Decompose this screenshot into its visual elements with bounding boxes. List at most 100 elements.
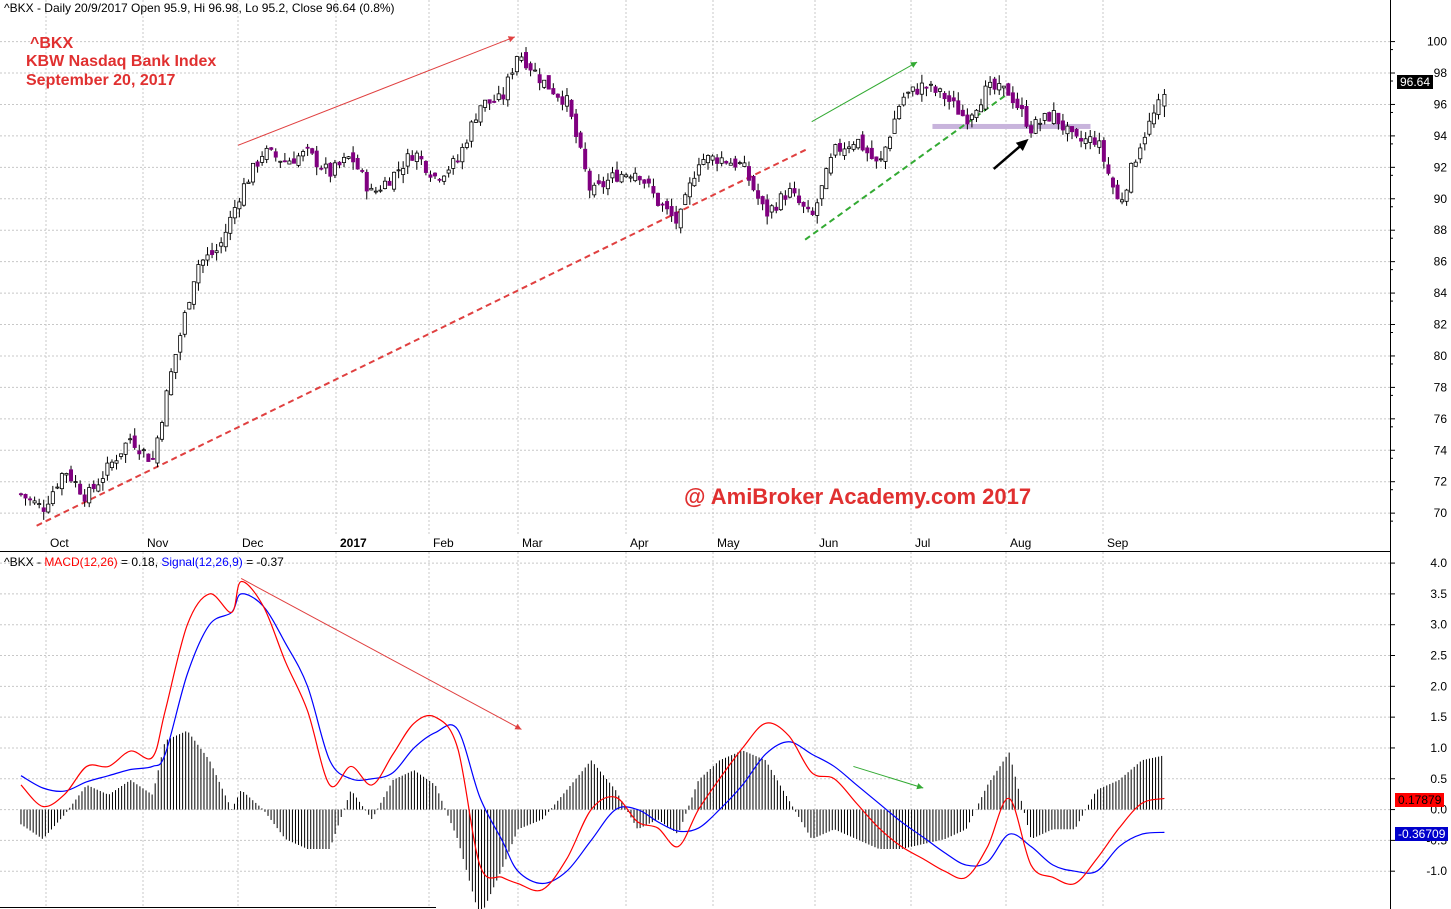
candle-bull bbox=[928, 83, 933, 86]
price-y-tick-label: 72 bbox=[1434, 475, 1448, 489]
trendline-arrowhead bbox=[507, 36, 515, 43]
candle-bull bbox=[414, 152, 419, 162]
candle-bear bbox=[669, 206, 674, 217]
candle-bull bbox=[988, 81, 993, 88]
candle-bear bbox=[291, 158, 296, 164]
candle-bear bbox=[351, 152, 356, 163]
candle-bear bbox=[537, 74, 542, 84]
macd-y-tick-label: -1.0 bbox=[1426, 864, 1447, 878]
pane-separator-top bbox=[0, 551, 1390, 552]
candle-bull bbox=[251, 162, 256, 183]
candle-bear bbox=[337, 161, 342, 166]
candle-bear bbox=[69, 469, 74, 482]
candle-bear bbox=[646, 178, 651, 184]
candle-bear bbox=[273, 151, 278, 158]
candle-bull bbox=[683, 194, 688, 205]
candle-bear bbox=[555, 93, 560, 98]
macd-y-tick-label: 0.5 bbox=[1430, 772, 1447, 786]
macd-value-tag: 0.17879 bbox=[1395, 793, 1445, 807]
candle-bull bbox=[46, 503, 51, 513]
price-trendline-red-dashed bbox=[36, 147, 809, 527]
candle-bull bbox=[214, 250, 219, 254]
candle-bull bbox=[1083, 138, 1088, 144]
candle-bull bbox=[628, 176, 633, 179]
macd-header: ^BKX - MACD(12,26) = 0.18, Signal(12,26,… bbox=[4, 555, 284, 569]
x-tick-label: Jul bbox=[915, 536, 930, 550]
candle-bear bbox=[933, 86, 938, 93]
candle-bull bbox=[114, 460, 119, 464]
candle-bear bbox=[810, 210, 815, 215]
candle-bear bbox=[674, 211, 679, 224]
price-y-tick-label: 84 bbox=[1434, 286, 1448, 300]
candle-bull bbox=[378, 189, 383, 192]
candle-bull bbox=[191, 281, 196, 305]
candle-bull bbox=[842, 148, 847, 157]
chart-title-date: September 20, 2017 bbox=[26, 72, 176, 89]
macd-y-tick-label: 4.0 bbox=[1430, 556, 1447, 570]
candle-bear bbox=[560, 96, 565, 105]
candle-bull bbox=[323, 163, 328, 169]
candle-bull bbox=[847, 146, 852, 149]
pane-separator-bottom bbox=[0, 907, 436, 908]
candle-bull bbox=[519, 56, 524, 61]
candle-bull bbox=[1038, 122, 1043, 125]
candle-bear bbox=[965, 114, 970, 125]
candle-bear bbox=[797, 195, 802, 204]
candle-bull bbox=[514, 56, 519, 73]
candle-bull bbox=[833, 144, 838, 156]
candle-bear bbox=[655, 192, 660, 206]
candle-bull bbox=[1001, 85, 1006, 89]
candle-bull bbox=[237, 201, 242, 210]
candle-bull bbox=[938, 88, 943, 92]
price-y-tick-label: 96 bbox=[1434, 97, 1448, 111]
price-y-tick-label: 82 bbox=[1434, 318, 1448, 332]
candle-bull bbox=[883, 146, 888, 162]
price-y-tick-label: 70 bbox=[1434, 506, 1448, 520]
candle-bull bbox=[219, 242, 224, 247]
candle-bear bbox=[91, 483, 96, 490]
chart-title-name: KBW Nasdaq Bank Index bbox=[26, 53, 217, 70]
candle-bear bbox=[874, 156, 879, 162]
candle-bull bbox=[692, 177, 697, 187]
candle-bear bbox=[1101, 140, 1106, 162]
candle-bull bbox=[737, 162, 742, 164]
candle-bear bbox=[387, 180, 392, 186]
candle-bear bbox=[746, 166, 751, 181]
candle-bear bbox=[869, 147, 874, 159]
macd-header-macd: MACD(12,26) bbox=[44, 555, 118, 569]
price-trendline-green-solid bbox=[811, 61, 918, 123]
candle-bear bbox=[360, 170, 365, 172]
candle-bull bbox=[892, 118, 897, 134]
candle-bear bbox=[960, 109, 965, 117]
annotation-arrowhead bbox=[1015, 138, 1029, 151]
candle-bear bbox=[947, 95, 952, 102]
chart-title-symbol: ^BKX bbox=[30, 35, 74, 52]
candle-bull bbox=[1133, 161, 1138, 167]
price-trendline-red-solid bbox=[237, 36, 516, 146]
candle-bull bbox=[264, 147, 269, 160]
candle-bear bbox=[1029, 125, 1034, 134]
macd-trendline-arrowhead bbox=[514, 723, 522, 730]
candle-bear bbox=[806, 206, 811, 210]
x-tick-label: Aug bbox=[1010, 536, 1031, 550]
candlestick-series bbox=[18, 47, 1167, 520]
macd-trendline-arrowhead bbox=[916, 783, 924, 790]
candle-bear bbox=[1015, 98, 1020, 109]
candle-bull bbox=[787, 188, 792, 198]
candle-bull bbox=[37, 503, 42, 505]
candle-bull bbox=[473, 119, 478, 123]
candle-bear bbox=[1010, 92, 1015, 104]
candle-bear bbox=[951, 97, 956, 102]
candle-bull bbox=[919, 82, 924, 95]
candle-bull bbox=[1156, 99, 1161, 116]
candle-bull bbox=[1142, 136, 1147, 145]
candle-bull bbox=[1065, 125, 1070, 135]
macd-trendline-green bbox=[853, 765, 924, 789]
candle-bull bbox=[769, 205, 774, 213]
candle-bull bbox=[1042, 113, 1047, 121]
candle-bull bbox=[819, 185, 824, 200]
candle-bull bbox=[979, 104, 984, 113]
candle-bear bbox=[792, 188, 797, 194]
candle-bull bbox=[155, 437, 160, 464]
candle-bear bbox=[1070, 126, 1075, 133]
